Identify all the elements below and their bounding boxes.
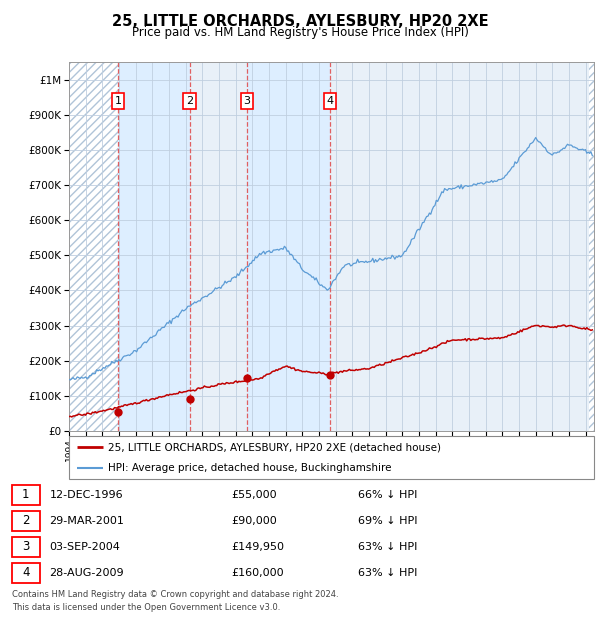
Text: Contains HM Land Registry data © Crown copyright and database right 2024.: Contains HM Land Registry data © Crown c… — [12, 590, 338, 600]
Text: 03-SEP-2004: 03-SEP-2004 — [49, 542, 121, 552]
Bar — [190, 62, 247, 431]
Text: 2: 2 — [186, 95, 193, 106]
Bar — [247, 62, 330, 431]
Text: This data is licensed under the Open Government Licence v3.0.: This data is licensed under the Open Gov… — [12, 603, 280, 612]
Text: 4: 4 — [22, 567, 29, 579]
Text: 12-DEC-1996: 12-DEC-1996 — [49, 490, 123, 500]
Text: 1: 1 — [115, 95, 122, 106]
Text: 29-MAR-2001: 29-MAR-2001 — [49, 516, 124, 526]
Bar — [118, 62, 190, 431]
FancyBboxPatch shape — [12, 563, 40, 583]
FancyBboxPatch shape — [12, 511, 40, 531]
FancyBboxPatch shape — [12, 485, 40, 505]
Bar — [330, 62, 589, 431]
Text: 63% ↓ HPI: 63% ↓ HPI — [358, 542, 417, 552]
Bar — [69, 62, 118, 431]
Text: 63% ↓ HPI: 63% ↓ HPI — [358, 568, 417, 578]
Text: £149,950: £149,950 — [231, 542, 284, 552]
Text: 3: 3 — [22, 541, 29, 553]
FancyBboxPatch shape — [12, 537, 40, 557]
Text: 25, LITTLE ORCHARDS, AYLESBURY, HP20 2XE: 25, LITTLE ORCHARDS, AYLESBURY, HP20 2XE — [112, 14, 488, 29]
Text: Price paid vs. HM Land Registry's House Price Index (HPI): Price paid vs. HM Land Registry's House … — [131, 26, 469, 39]
Text: 2: 2 — [22, 515, 29, 527]
Text: £90,000: £90,000 — [231, 516, 277, 526]
Text: 69% ↓ HPI: 69% ↓ HPI — [358, 516, 417, 526]
Bar — [69, 62, 118, 431]
Bar — [589, 62, 594, 431]
Text: HPI: Average price, detached house, Buckinghamshire: HPI: Average price, detached house, Buck… — [109, 463, 392, 472]
Text: £55,000: £55,000 — [231, 490, 277, 500]
Text: 28-AUG-2009: 28-AUG-2009 — [49, 568, 124, 578]
Text: 1: 1 — [22, 489, 29, 501]
Bar — [589, 62, 594, 431]
Text: 4: 4 — [326, 95, 334, 106]
Text: 25, LITTLE ORCHARDS, AYLESBURY, HP20 2XE (detached house): 25, LITTLE ORCHARDS, AYLESBURY, HP20 2XE… — [109, 443, 442, 453]
Text: 66% ↓ HPI: 66% ↓ HPI — [358, 490, 417, 500]
Text: £160,000: £160,000 — [231, 568, 284, 578]
Text: 3: 3 — [244, 95, 250, 106]
FancyBboxPatch shape — [69, 436, 594, 479]
